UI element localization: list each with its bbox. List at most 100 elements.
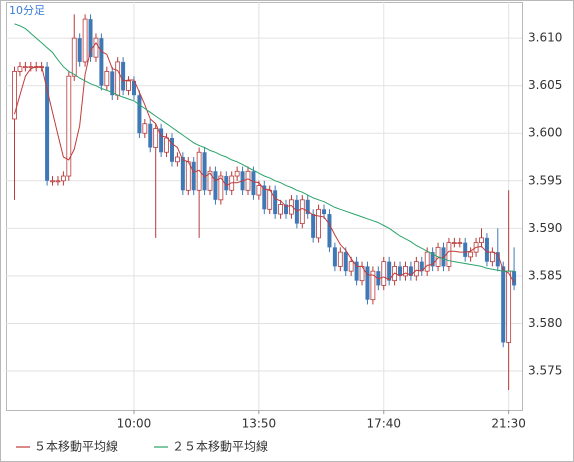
candle-body	[441, 247, 446, 267]
candle-body	[60, 175, 66, 182]
candle-body	[202, 152, 207, 191]
x-tick-label: 17:40	[366, 417, 401, 431]
candle-body	[169, 138, 174, 162]
candle-body	[131, 80, 136, 96]
y-tick-label: 3.580	[528, 316, 562, 330]
candle-body	[148, 123, 153, 148]
candle-body	[71, 37, 77, 77]
candle-body	[245, 170, 251, 191]
candle-body	[424, 251, 430, 272]
candle-body	[506, 270, 512, 343]
candle-body	[267, 189, 273, 210]
y-tick-label: 3.595	[528, 173, 562, 187]
candle-body	[82, 18, 88, 63]
candle-body	[305, 199, 310, 215]
candle-body	[262, 185, 267, 210]
y-tick-label: 3.590	[528, 221, 562, 235]
candle-body	[430, 252, 435, 267]
legend-label: ２５本移動平均線	[172, 439, 268, 454]
chart-title: 10分足	[9, 4, 45, 17]
x-tick-label: 13:50	[242, 417, 277, 431]
candle-body	[99, 38, 104, 86]
legend-label: ５本移動平均線	[34, 439, 118, 454]
ma-line	[14, 23, 515, 272]
candle-body	[332, 247, 337, 267]
candle-body	[387, 261, 392, 281]
candle-body	[343, 252, 348, 272]
candle-body	[354, 261, 359, 281]
candle-body	[213, 171, 218, 200]
candle-body	[457, 242, 463, 245]
y-tick-label: 3.575	[528, 364, 562, 378]
candle-body	[137, 95, 142, 134]
candle-body	[180, 157, 185, 191]
candle-body	[403, 265, 408, 277]
candle-body	[284, 204, 289, 215]
x-tick-label: 21:30	[491, 417, 526, 431]
candle-body	[224, 176, 229, 191]
candle-body	[256, 185, 262, 196]
candle-body	[419, 261, 424, 272]
candle-body	[327, 214, 332, 248]
candle-body	[93, 37, 99, 58]
candle-body	[77, 38, 82, 62]
candle-body	[159, 128, 164, 153]
candle-body	[50, 180, 55, 183]
candle-body	[12, 71, 17, 120]
candle-body	[121, 61, 126, 91]
candle-body	[463, 242, 468, 257]
candle-body	[311, 214, 316, 238]
candle-body	[126, 80, 131, 91]
candle-body	[17, 66, 23, 72]
candle-body	[370, 270, 376, 301]
candle-body	[22, 66, 28, 69]
ma-line	[14, 42, 515, 283]
candle-body	[365, 266, 370, 300]
candle-body	[115, 61, 121, 96]
candle-body	[278, 204, 283, 215]
candle-body	[489, 251, 495, 263]
candle-body	[479, 237, 484, 244]
candle-body	[408, 266, 413, 276]
candle-body	[484, 237, 489, 262]
candle-body	[175, 156, 180, 163]
plot-frame	[6, 2, 523, 411]
candle-body	[512, 271, 517, 286]
y-tick-label: 3.600	[528, 126, 562, 140]
candle-body	[28, 66, 34, 69]
candle-body	[153, 128, 159, 148]
candle-body	[348, 261, 354, 272]
candle-body	[299, 199, 305, 224]
candle-body	[337, 251, 343, 267]
candle-body	[251, 171, 256, 196]
candle-body	[234, 170, 240, 177]
candle-body	[381, 261, 387, 286]
candle-body	[191, 161, 196, 191]
candle-body	[446, 242, 452, 267]
candle-body	[142, 123, 148, 134]
candle-body	[45, 66, 50, 181]
candle-body	[104, 71, 110, 87]
candle-body	[207, 170, 213, 191]
candle-body	[495, 252, 500, 267]
candle-body	[316, 208, 321, 239]
y-tick-label: 3.605	[528, 78, 562, 92]
candle-body	[413, 261, 419, 277]
candle-body	[66, 75, 72, 177]
candle-body	[451, 242, 457, 245]
candle-body	[398, 266, 403, 276]
candle-body	[88, 19, 93, 58]
candle-body	[501, 266, 506, 343]
candle-body	[273, 190, 278, 215]
y-tick-label: 3.585	[528, 268, 562, 282]
candle-body	[218, 175, 224, 201]
y-tick-label: 3.610	[528, 31, 562, 45]
candle-body	[185, 161, 191, 191]
candle-body	[110, 71, 115, 96]
candle-body	[164, 137, 169, 153]
candle-body	[55, 180, 61, 183]
candle-body	[468, 251, 474, 258]
x-tick-label: 10:00	[117, 417, 152, 431]
